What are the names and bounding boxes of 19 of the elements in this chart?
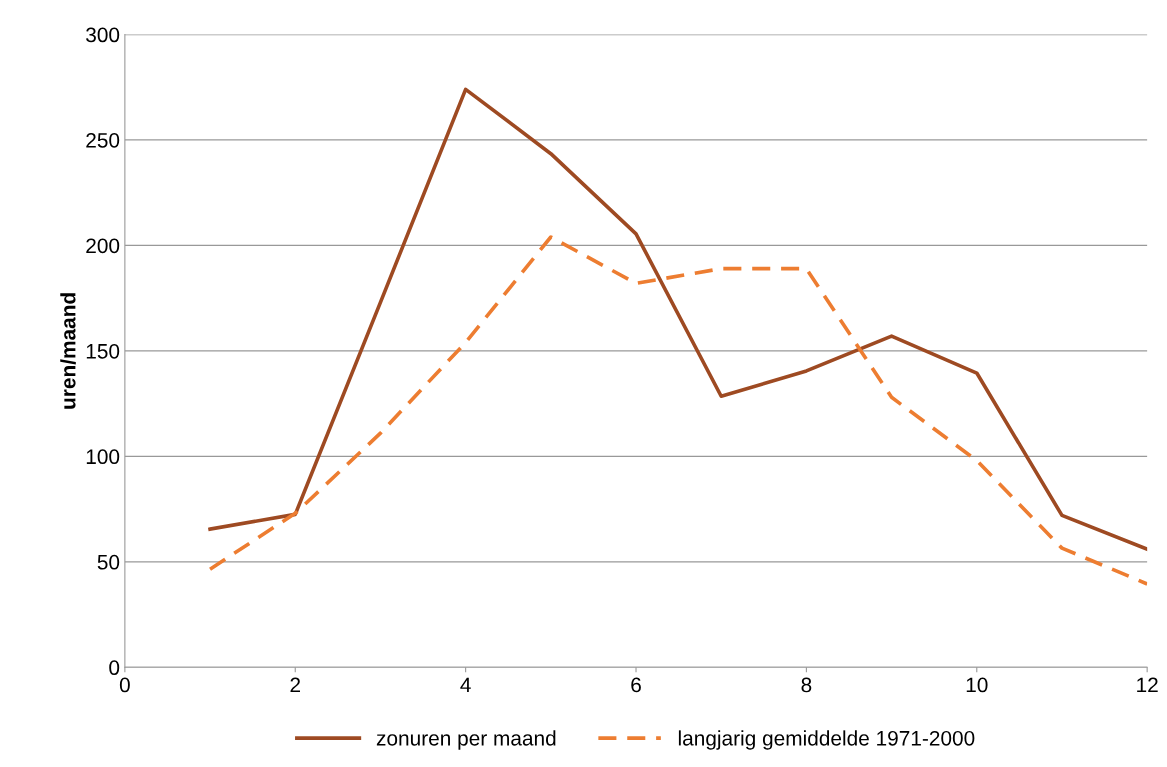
y-tick-label: 250 <box>86 132 120 148</box>
legend-label: zonuren per maand <box>376 730 556 750</box>
y-tick-label: 0 <box>109 660 120 676</box>
y-axis-title: uren/maand <box>60 293 76 409</box>
y-tick-label: 200 <box>86 238 120 254</box>
x-tick-label: 2 <box>290 677 300 693</box>
x-tick-label: 0 <box>119 677 130 693</box>
y-tick-label: 300 <box>86 27 120 43</box>
x-tick-label: 8 <box>801 677 812 693</box>
x-tick-label: 4 <box>460 677 471 693</box>
x-tick-label: 10 <box>966 677 988 693</box>
x-tick-label: 6 <box>631 677 641 693</box>
x-tick-label: 12 <box>1137 677 1158 693</box>
line-series <box>208 235 1148 586</box>
legend-label: langjarig gemiddelde 1971-2000 <box>678 730 975 750</box>
y-tick-label: 150 <box>86 343 120 359</box>
y-tick-label: 50 <box>97 554 120 570</box>
y-tick-label: 100 <box>86 449 120 465</box>
line-series <box>208 87 1148 551</box>
